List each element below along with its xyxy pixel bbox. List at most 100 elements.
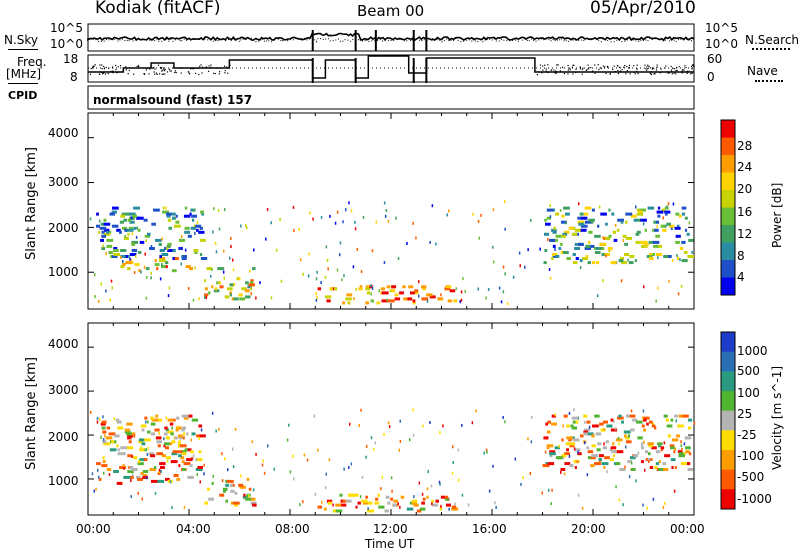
nave-dot	[656, 64, 658, 66]
velocity-panel-echo	[435, 499, 439, 503]
power-panel-echo	[179, 238, 182, 242]
velocity-panel-echo-sparse	[554, 413, 556, 417]
velocity-panel-colorbar-seg	[721, 410, 735, 431]
power-panel-echo	[402, 285, 406, 289]
velocity-panel-echo-sparse	[349, 422, 351, 426]
velocity-panel-echo-sparse	[96, 420, 99, 424]
velocity-panel-echo	[144, 438, 151, 442]
velocity-panel-echo	[627, 434, 631, 438]
velocity-panel-echo	[346, 499, 352, 503]
power-panel-echo	[161, 265, 167, 269]
velocity-panel-echo-sparse	[614, 427, 617, 431]
velocity-panel-echo	[617, 416, 624, 420]
power-panel-echo-sparse	[620, 279, 623, 283]
velocity-panel-echo-sparse	[169, 480, 172, 484]
power-panel-echo-sparse	[255, 296, 257, 300]
power-panel-colorbar-seg	[721, 172, 735, 191]
velocity-panel-echo	[387, 501, 391, 505]
nave-dot	[588, 67, 590, 69]
velocity-panel-echo	[660, 446, 665, 450]
xtick-3: 12:00	[373, 522, 408, 536]
nave-dot	[651, 73, 653, 76]
velocity-panel-echo	[143, 474, 148, 477]
velocity-panel-echo-sparse	[613, 420, 615, 424]
power-panel-echo-sparse	[184, 248, 187, 252]
power-panel-echo	[154, 259, 157, 263]
power-panel-echo	[201, 212, 205, 216]
velocity-panel-echo	[239, 485, 246, 489]
nave-dot	[653, 67, 655, 69]
nave-dot	[115, 69, 117, 71]
power-panel-echo-sparse	[343, 274, 345, 278]
nave-dot	[224, 72, 226, 74]
velocity-panel-echo	[151, 418, 155, 422]
velocity-panel-echo	[688, 426, 692, 430]
velocity-panel-echo	[174, 436, 178, 440]
power-panel-echo	[618, 259, 624, 263]
power-panel-echo-sparse	[519, 264, 521, 268]
power-panel-echo	[238, 293, 243, 297]
velocity-panel-echo-sparse	[303, 453, 306, 457]
power-panel-echo	[365, 287, 371, 291]
power-panel-echo-sparse	[492, 245, 494, 249]
velocity-panel-echo	[651, 422, 655, 426]
power-panel-echo	[233, 297, 239, 301]
power-panel-echo-sparse	[135, 254, 137, 258]
velocity-panel-echo-sparse	[461, 423, 463, 427]
nave-dot	[99, 64, 101, 66]
nave-dot	[153, 71, 155, 73]
power-panel-echo-sparse	[549, 204, 551, 208]
power-panel-echo-sparse	[293, 228, 295, 232]
power-panel-echo	[641, 244, 648, 248]
power-panel-colorbar-seg	[721, 190, 735, 208]
velocity-panel-echo	[591, 444, 596, 448]
nave-dot	[125, 69, 127, 71]
velocity-panel-echo	[636, 420, 643, 424]
power-panel-echo	[173, 257, 179, 260]
power-panel-echo	[652, 253, 656, 256]
power-panel-echo	[580, 216, 588, 220]
power-panel-echo	[109, 212, 115, 216]
power-panel-echo-sparse	[246, 226, 248, 230]
power-panel-echo-sparse	[530, 219, 532, 222]
velocity-panel-echo	[680, 462, 687, 466]
power-panel-echo-sparse	[259, 281, 261, 285]
power-panel-echo	[161, 253, 169, 256]
velocity-panel-echo	[628, 414, 636, 418]
power-panel-echo	[579, 259, 583, 263]
velocity-panel-echo	[230, 483, 233, 487]
velocity-panel-echo	[166, 456, 171, 460]
power-panel-echo	[577, 220, 585, 224]
velocity-panel-echo-sparse	[584, 420, 586, 424]
power-panel-echo	[561, 214, 565, 218]
velocity-panel-echo-sparse	[584, 441, 586, 445]
power-panel-echo-sparse	[102, 244, 104, 248]
velocity-panel-echo	[669, 444, 675, 448]
nave-dot	[668, 72, 670, 74]
power-panel-echo	[164, 261, 169, 265]
velocity-panel-echo-sparse	[485, 448, 488, 452]
velocity-panel-echo-sparse	[603, 428, 606, 431]
nave-dot	[103, 65, 105, 68]
velocity-panel-echo-sparse	[457, 448, 460, 452]
power-panel-echo	[551, 257, 554, 260]
velocity-panel-echo	[159, 462, 166, 466]
power-panel-echo	[224, 295, 230, 299]
power-panel-echo	[555, 255, 560, 258]
power-panel-echo	[143, 218, 148, 222]
power-panel-colorbar-frame	[720, 119, 736, 296]
velocity-panel-echo	[157, 472, 161, 475]
power-panel-echo-sparse	[671, 259, 674, 263]
power-panel-echo	[166, 212, 172, 216]
velocity-panel-echo	[183, 432, 186, 436]
velocity-panel-echo	[109, 448, 117, 452]
velocity-panel-echo-sparse	[199, 480, 201, 484]
velocity-panel-echo-sparse	[398, 448, 400, 452]
nave-dot	[626, 66, 628, 68]
nave-dot	[633, 71, 636, 73]
nave-dot	[89, 73, 92, 75]
velocity-panel-echo	[413, 503, 419, 507]
nave-dot	[542, 65, 544, 67]
velocity-panel-echo	[678, 454, 685, 458]
power-panel-echo	[101, 234, 106, 238]
